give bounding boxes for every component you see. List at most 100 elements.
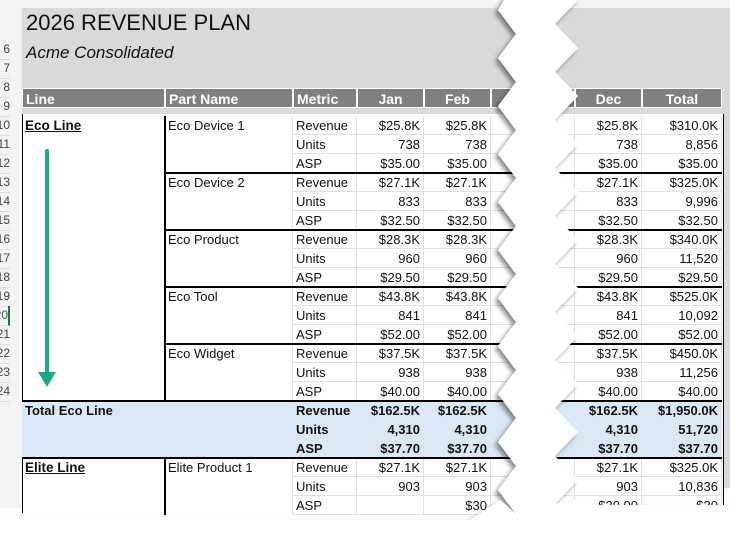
cell-metric[interactable]: Units (293, 363, 357, 382)
column-header-feb[interactable]: Feb (424, 88, 491, 108)
cell-metric[interactable]: Revenue (293, 116, 357, 135)
cell-part[interactable] (165, 363, 293, 382)
cell-part[interactable] (165, 496, 293, 515)
cell-jan[interactable]: 960 (357, 249, 424, 268)
cell-dec[interactable]: $25.8K (575, 116, 642, 135)
cell-dec[interactable]: $43.8K (575, 287, 642, 306)
row-number[interactable]: 23 (0, 363, 10, 383)
cell-total[interactable]: $325.0K (642, 173, 722, 192)
column-header-metric[interactable]: Metric (293, 88, 357, 108)
cell-part[interactable] (165, 401, 293, 420)
cell-feb[interactable]: 938 (424, 363, 491, 382)
cell-dec[interactable]: 960 (575, 249, 642, 268)
cell-part[interactable] (165, 154, 293, 173)
cell-feb[interactable]: 841 (424, 306, 491, 325)
row-number[interactable]: 7 (0, 59, 10, 79)
cell-metric[interactable]: Units (293, 135, 357, 154)
cell-jan[interactable] (357, 496, 424, 515)
cell-feb[interactable]: $30 (424, 496, 491, 515)
cell-dec[interactable]: $162.5K (575, 401, 642, 420)
cell-feb[interactable]: $43.8K (424, 287, 491, 306)
cell-part[interactable] (165, 192, 293, 211)
cell-part[interactable]: Eco Device 1 (165, 116, 293, 135)
cell-total[interactable]: $1,950.0K (642, 401, 722, 420)
cell-dec[interactable]: 903 (575, 477, 642, 496)
cell-part[interactable]: Elite Product 1 (165, 458, 293, 477)
cell-metric[interactable]: Revenue (293, 173, 357, 192)
cell-metric[interactable]: Units (293, 249, 357, 268)
column-header-part[interactable]: Part Name (165, 88, 293, 108)
cell-feb[interactable]: 903 (424, 477, 491, 496)
cell-part[interactable] (165, 268, 293, 287)
cell-part[interactable] (165, 249, 293, 268)
cell-part[interactable] (165, 382, 293, 401)
cell-metric[interactable]: Revenue (293, 344, 357, 363)
cell-total[interactable]: $37.70 (642, 439, 722, 458)
column-header-total[interactable]: Total (642, 88, 722, 108)
cell-jan[interactable]: 903 (357, 477, 424, 496)
cell-total[interactable]: 11,520 (642, 249, 722, 268)
cell-part[interactable] (165, 420, 293, 439)
cell-feb[interactable]: 833 (424, 192, 491, 211)
cell-line[interactable] (22, 420, 165, 439)
row-number[interactable]: 20 (0, 306, 10, 326)
cell-jan[interactable]: $28.3K (357, 230, 424, 249)
cell-total[interactable]: $525.0K (642, 287, 722, 306)
row-number[interactable]: 8 (0, 78, 10, 98)
cell-metric[interactable]: Revenue (293, 401, 357, 420)
row-number[interactable]: 24 (0, 382, 10, 402)
row-number[interactable]: 17 (0, 249, 10, 269)
cell-metric[interactable]: Units (293, 420, 357, 439)
cell-feb[interactable]: 738 (424, 135, 491, 154)
row-number[interactable]: 11 (0, 135, 10, 155)
cell-part[interactable] (165, 135, 293, 154)
row-number[interactable]: 22 (0, 344, 10, 364)
cell-total[interactable]: $450.0K (642, 344, 722, 363)
cell-line[interactable]: Total Eco Line (22, 401, 165, 420)
cell-jan[interactable]: $25.8K (357, 116, 424, 135)
cell-part[interactable]: Eco Device 2 (165, 173, 293, 192)
cell-jan[interactable]: $27.1K (357, 173, 424, 192)
cell-total[interactable]: 8,856 (642, 135, 722, 154)
cell-total[interactable]: 51,720 (642, 420, 722, 439)
cell-feb[interactable]: $37.5K (424, 344, 491, 363)
cell-jan[interactable]: 841 (357, 306, 424, 325)
cell-jan[interactable]: $37.5K (357, 344, 424, 363)
cell-dec[interactable]: 938 (575, 363, 642, 382)
cell-jan[interactable]: $27.1K (357, 458, 424, 477)
row-number[interactable]: 16 (0, 230, 10, 250)
cell-metric[interactable]: Units (293, 306, 357, 325)
cell-total[interactable]: 9,996 (642, 192, 722, 211)
cell-part[interactable]: Eco Widget (165, 344, 293, 363)
cell-jan[interactable]: 938 (357, 363, 424, 382)
cell-dec[interactable]: $37.5K (575, 344, 642, 363)
cell-part[interactable] (165, 325, 293, 344)
cell-part[interactable]: Eco Tool (165, 287, 293, 306)
row-number[interactable]: 18 (0, 268, 10, 288)
cell-feb[interactable]: 4,310 (424, 420, 491, 439)
cell-total[interactable]: $325.0K (642, 458, 722, 477)
row-number[interactable]: 10 (0, 116, 10, 136)
cell-total[interactable]: $310.0K (642, 116, 722, 135)
cell-total[interactable]: $340.0K (642, 230, 722, 249)
cell-metric[interactable]: Units (293, 477, 357, 496)
cell-feb[interactable]: $27.1K (424, 173, 491, 192)
row-number[interactable]: 12 (0, 154, 10, 174)
cell-jan[interactable]: 4,310 (357, 420, 424, 439)
cell-metric[interactable]: Units (293, 192, 357, 211)
cell-dec[interactable]: 841 (575, 306, 642, 325)
cell-feb[interactable]: $27.1K (424, 458, 491, 477)
cell-dec[interactable]: 4,310 (575, 420, 642, 439)
row-number[interactable]: 9 (0, 97, 10, 117)
cell-metric[interactable]: Revenue (293, 287, 357, 306)
cell-feb[interactable]: 960 (424, 249, 491, 268)
cell-part[interactable] (165, 477, 293, 496)
cell-total[interactable]: 10,836 (642, 477, 722, 496)
row-number[interactable]: 14 (0, 192, 10, 212)
cell-part[interactable] (165, 211, 293, 230)
cell-feb[interactable]: $162.5K (424, 401, 491, 420)
cell-dec[interactable]: $27.1K (575, 173, 642, 192)
cell-feb[interactable]: $28.3K (424, 230, 491, 249)
cell-feb[interactable]: $25.8K (424, 116, 491, 135)
cell-total[interactable]: 10,092 (642, 306, 722, 325)
